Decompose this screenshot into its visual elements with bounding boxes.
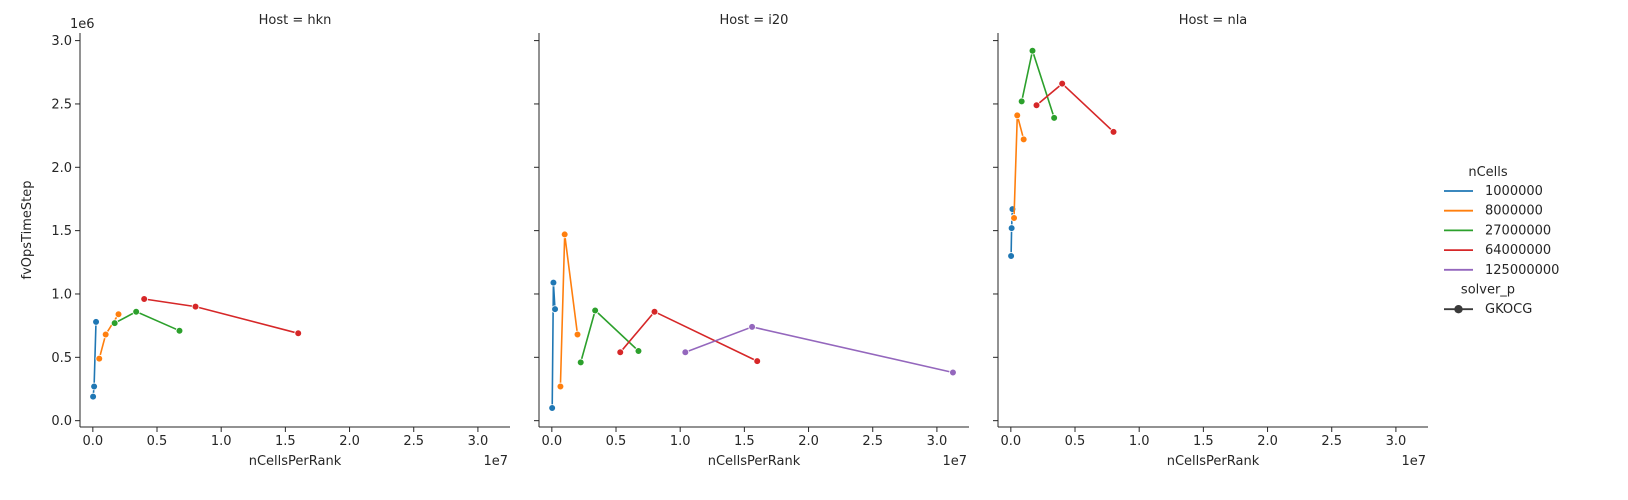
data-point (753, 357, 762, 365)
data-point (560, 230, 569, 239)
y-tick-label: 3.0 (51, 34, 72, 49)
series-line-1000000 (551, 282, 556, 409)
x-tick-label: 2.5 (862, 434, 883, 449)
x-tick-label: 0.0 (1000, 434, 1021, 449)
data-point (634, 347, 643, 355)
data-point (1013, 111, 1022, 120)
data-point (616, 348, 625, 357)
x-scale-label: 1e7 (483, 454, 508, 469)
y-tick-label: 1.5 (51, 224, 72, 239)
data-point (1109, 128, 1118, 136)
data-point (1050, 114, 1058, 122)
legend-label: 1000000 (1485, 184, 1543, 199)
data-point (101, 330, 110, 339)
data-point (681, 348, 690, 357)
series-line-125000000 (685, 326, 954, 374)
legend-style-title: solver_p (1461, 283, 1515, 298)
data-point (1032, 101, 1041, 110)
series-line-8000000 (1013, 115, 1025, 219)
panel-3: Host = nla 0.0 0.5 1.0 1.5 2.0 2.5 3.0 1e7 nCells… (993, 13, 1428, 469)
x-tick-label: 2.0 (339, 434, 360, 449)
y-tick-label: 0.0 (51, 414, 72, 429)
data-point (1017, 97, 1026, 106)
data-point (114, 310, 123, 319)
series-line-64000000 (144, 298, 299, 335)
data-point (140, 295, 148, 303)
x-tick-label: 1.0 (211, 434, 232, 449)
data-point (90, 382, 98, 391)
x-tick-label: 1.0 (1129, 434, 1150, 449)
x-scale-label: 1e7 (942, 454, 967, 469)
data-point (650, 307, 659, 316)
data-point (549, 278, 558, 287)
data-point (551, 305, 559, 313)
x-tick-label: 0.5 (147, 434, 168, 449)
y-tick-label: 2.5 (51, 97, 72, 112)
panel-2: Host = i20 0.0 0.5 1.0 1.5 2.0 2.5 3.0 1e7 nCells… (534, 13, 969, 469)
data-point (573, 330, 582, 339)
legend-hue-title: nCells (1468, 165, 1508, 180)
legend-label: 8000000 (1485, 204, 1543, 219)
legend-label: 125000000 (1485, 263, 1559, 278)
data-point (949, 368, 957, 377)
data-point (132, 307, 140, 316)
data-point (1019, 135, 1028, 144)
x-tick-label: 1.5 (1193, 434, 1214, 449)
data-point (1028, 46, 1037, 55)
x-axis-title: nCellsPerRank (708, 454, 801, 469)
panel-title: Host = nla (1179, 13, 1248, 28)
x-tick-label: 2.0 (798, 434, 819, 449)
data-point (591, 306, 599, 315)
data-point (556, 382, 565, 391)
data-point (95, 354, 104, 363)
y-tick-label: 0.5 (51, 351, 72, 366)
y-tick-label: 1.0 (51, 287, 72, 302)
data-point (175, 326, 184, 335)
legend-label: 64000000 (1485, 243, 1551, 258)
y-axis-title: fvOpsTimeStep (20, 181, 35, 280)
panel-1: Host = hkn 0.0 0.5 1.0 1.5 2.0 2.5 3.0 1e7 nCells… (20, 13, 510, 469)
x-axis-title: nCellsPerRank (1167, 454, 1260, 469)
data-point (294, 329, 303, 338)
legend-label: 27000000 (1485, 223, 1551, 238)
series-line-27000000 (114, 310, 180, 332)
data-point (191, 302, 200, 311)
x-scale-label: 1e7 (1401, 454, 1426, 469)
y-scale-label: 1e6 (70, 17, 95, 32)
legend-label: GKOCG (1485, 302, 1532, 317)
x-tick-label: 2.5 (1321, 434, 1342, 449)
x-tick-label: 0.5 (606, 434, 627, 449)
x-tick-label: 3.0 (1386, 434, 1407, 449)
x-tick-label: 1.5 (275, 434, 296, 449)
data-point (1007, 224, 1016, 232)
panel-title: Host = i20 (720, 13, 789, 28)
data-point (548, 404, 556, 412)
x-tick-label: 0.0 (541, 434, 562, 449)
x-tick-label: 1.5 (734, 434, 755, 449)
x-tick-label: 2.0 (1257, 434, 1278, 449)
y-tick-label: 2.0 (51, 161, 72, 176)
legend-marker (1454, 305, 1463, 314)
x-tick-label: 0.5 (1065, 434, 1086, 449)
data-point (1007, 252, 1015, 260)
data-point (1010, 214, 1018, 222)
x-axis-title: nCellsPerRank (249, 454, 342, 469)
data-point (748, 323, 756, 331)
data-point (1058, 79, 1066, 88)
x-tick-label: 3.0 (468, 434, 489, 449)
series-line-27000000 (579, 308, 640, 363)
series-line-64000000 (1035, 82, 1115, 133)
series-line-8000000 (559, 234, 579, 387)
data-point (92, 318, 100, 326)
data-point (89, 392, 97, 401)
x-tick-label: 2.5 (403, 434, 424, 449)
legend: nCells 1000000 8000000 27000000 64000000 1250… (1444, 165, 1559, 317)
x-tick-label: 0.0 (82, 434, 103, 449)
panel-title: Host = hkn (259, 13, 332, 28)
data-point (576, 358, 585, 367)
data-point (110, 319, 119, 327)
x-tick-label: 1.0 (670, 434, 691, 449)
x-tick-label: 3.0 (927, 434, 948, 449)
